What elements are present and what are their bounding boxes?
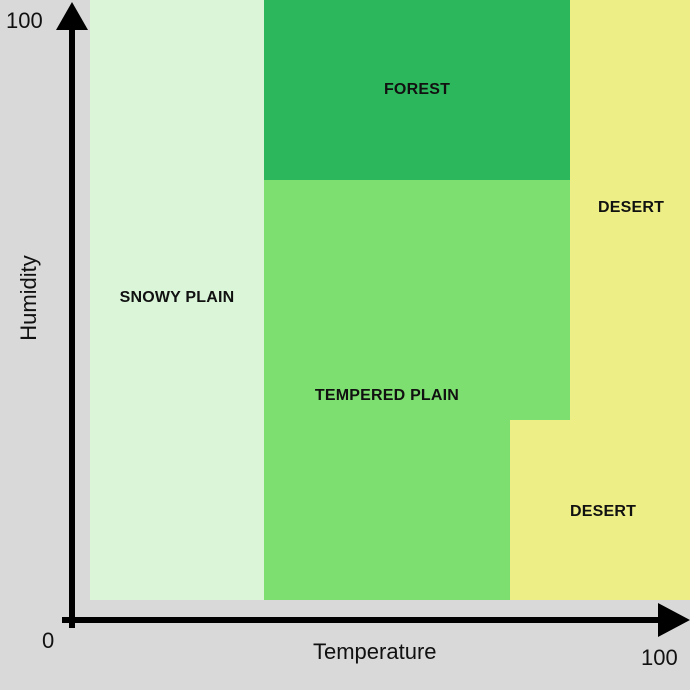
region-label-forest: FOREST bbox=[383, 81, 451, 98]
region-desert-upper bbox=[570, 0, 690, 420]
x-axis-max-label: 100 bbox=[641, 645, 678, 670]
x-axis-title: Temperature bbox=[313, 639, 437, 664]
region-desert-lower bbox=[510, 420, 690, 600]
y-axis-max-label: 100 bbox=[6, 8, 43, 33]
x-axis-min-label: 0 bbox=[42, 628, 55, 653]
region-label-desert-lower: DESERT bbox=[569, 503, 637, 520]
y-axis-arrowhead bbox=[56, 2, 88, 30]
region-tempered-plain-lower bbox=[264, 420, 510, 600]
region-snowy-plain bbox=[90, 0, 264, 600]
region-label-desert-upper: DESERT bbox=[597, 199, 665, 216]
x-axis-arrowhead bbox=[658, 603, 690, 637]
region-label-tempered-plain: TEMPERED PLAIN bbox=[314, 387, 460, 404]
region-tempered-plain bbox=[264, 180, 570, 420]
region-forest bbox=[264, 0, 570, 180]
region-label-snowy-plain: SNOWY PLAIN bbox=[119, 289, 235, 306]
y-axis-title: Humidity bbox=[16, 255, 41, 341]
